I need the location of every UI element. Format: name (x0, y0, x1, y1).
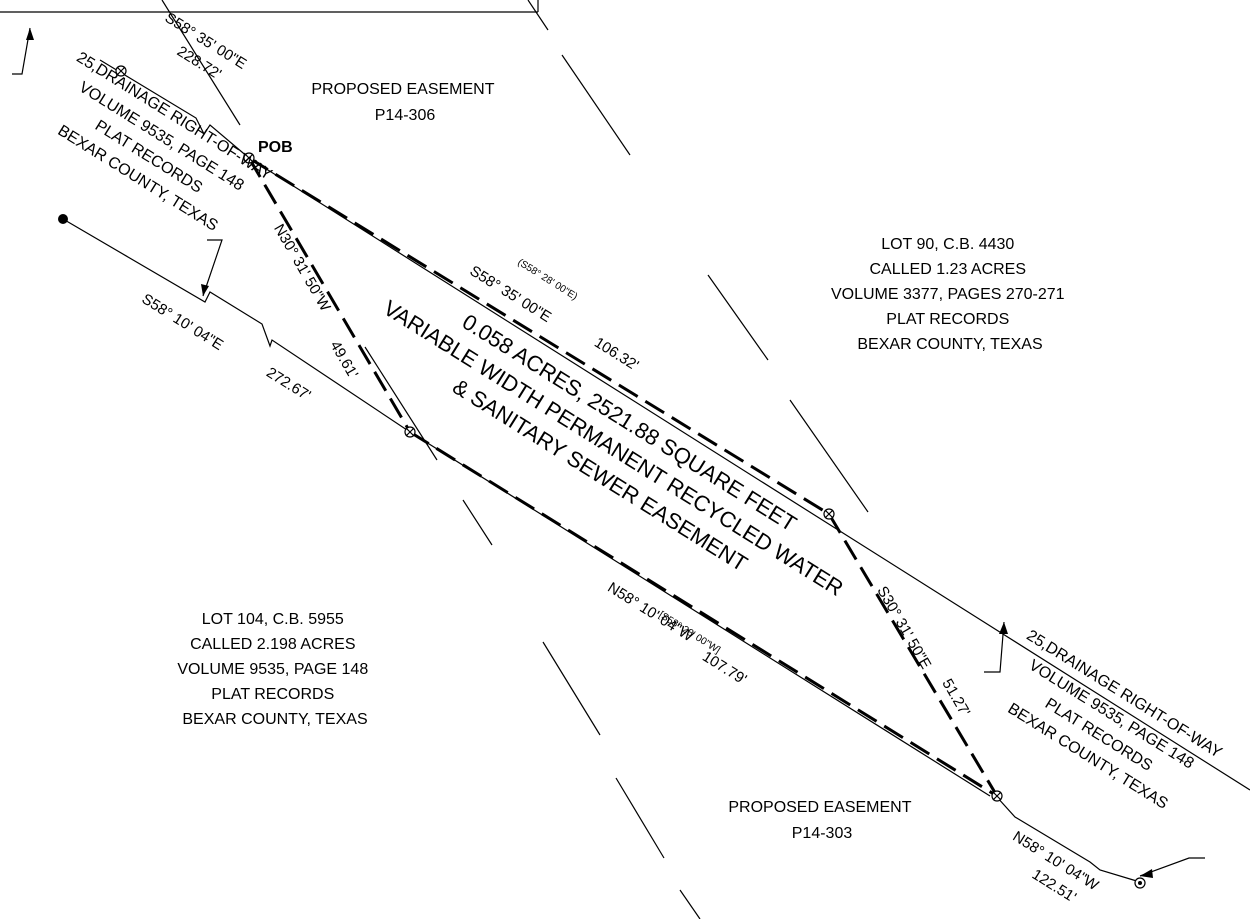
left-iron-rod (58, 214, 68, 224)
svg-text:51.27': 51.27' (938, 676, 973, 720)
svg-text:N58° 10' 04"W: N58° 10' 04"W (605, 579, 697, 646)
bottom-right-monument (1134, 877, 1146, 889)
pob-point (243, 152, 255, 164)
bottom-right-call: N58° 10' 04"W 122.51' (1010, 828, 1102, 906)
svg-text:107.79': 107.79' (699, 648, 749, 688)
lot-104-label: LOT 104, C.B. 5955 CALLED 2.198 ACRES VO… (177, 611, 372, 728)
west-corner-point (404, 426, 416, 438)
svg-text:S30° 31' 50"E: S30° 31' 50"E (873, 583, 934, 672)
top-left-monument (115, 65, 127, 77)
svg-text:[S58° 28' 00"W]: [S58° 28' 00"W] (657, 610, 722, 657)
svg-text:106.32': 106.32' (591, 334, 641, 374)
lot-lines (161, 0, 869, 919)
pob-label: POB (258, 139, 293, 156)
row-dimension-arrows (12, 27, 1205, 878)
west-line-call: N30° 31' 50"W 49.61' (270, 221, 361, 381)
left-call: S58° 10' 04"E 272.67' (139, 290, 314, 404)
svg-text:S58° 10' 04"E: S58° 10' 04"E (139, 290, 227, 353)
lot-90-label: LOT 90, C.B. 4430 CALLED 1.23 ACRES VOLU… (831, 236, 1069, 353)
north-corner-point (823, 508, 835, 520)
proposed-easement-bottom-label: PROPOSED EASEMENT P14-303 (728, 799, 915, 842)
drainage-row-left-label: 25,DRAINAGE RIGHT-OF-WAY VOLUME 9535, PA… (35, 49, 278, 247)
north-line-call: S58° 35' 00"E (S58° 28' 00"E) 106.32' (467, 257, 642, 374)
drainage-row-right-label: 25,DRAINAGE RIGHT-OF-WAY VOLUME 9535, PA… (985, 627, 1228, 825)
svg-text:N30° 31' 50"W: N30° 31' 50"W (270, 221, 334, 315)
svg-text:272.67': 272.67' (263, 364, 313, 404)
proposed-easement-top-label: PROPOSED EASEMENT P14-306 (311, 81, 498, 124)
svg-text:49.61': 49.61' (326, 338, 361, 382)
top-left-call: S58° 35' 00"E 228.72' (162, 9, 250, 83)
south-line-call: N58° 10' 04"W [S58° 28' 00"W] 107.79' (605, 579, 750, 688)
right-of-way-lines (62, 59, 1250, 883)
title-block-border (0, 0, 539, 13)
easement-boundary (247, 156, 999, 798)
east-corner-point (991, 790, 1003, 802)
survey-points (58, 65, 1146, 889)
east-line-call: S30° 31' 50"E 51.27' (873, 583, 973, 719)
